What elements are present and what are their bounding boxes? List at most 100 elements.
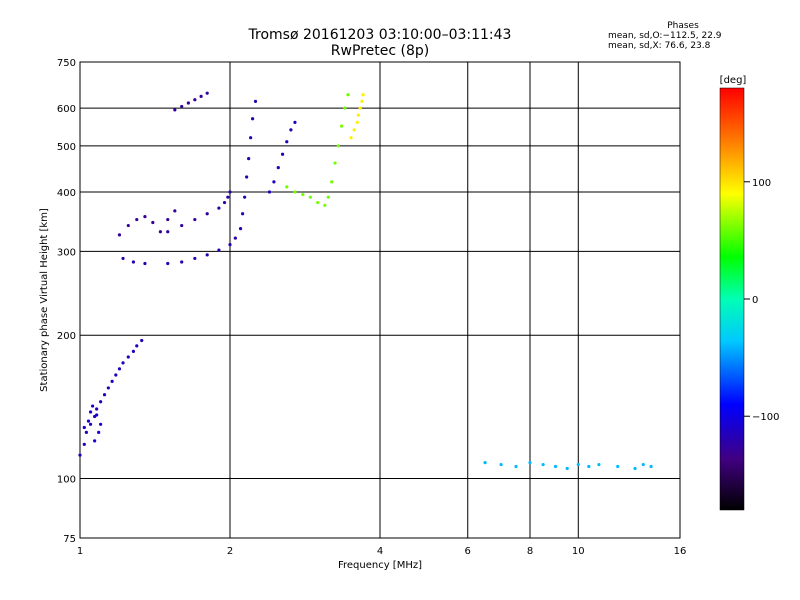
colorbar [719,87,745,511]
data-point [285,140,289,144]
x-axis-ticks: 1 2 4 6 8 10 16 [77,546,687,557]
x-tick-label: 1 [77,546,83,557]
y-tick-label: 600 [57,104,76,115]
data-point [280,152,285,156]
data-point [499,462,503,467]
data-point [289,128,293,132]
data-point [272,180,276,184]
data-point [217,206,221,210]
data-point [95,413,99,417]
data-point [247,157,251,161]
data-point [238,227,243,231]
data-point [135,344,139,348]
y-tick-label: 500 [57,142,76,153]
data-point [330,180,334,184]
data-point [226,195,230,199]
data-point [333,161,337,165]
data-point [193,217,197,222]
data-point [293,190,297,194]
data-point [166,261,170,266]
chart-title: Tromsø 20161203 03:10:00–03:11:43 RwPret… [230,27,530,59]
data-point [633,466,637,471]
data-point [616,464,620,469]
x-tick-label: 10 [572,546,585,557]
data-point [241,212,245,216]
data-point [88,410,93,414]
data-point [117,367,122,371]
data-point [346,93,350,97]
colorbar-ticks: 100 0 −100 [744,178,779,423]
data-point [143,261,147,266]
x-tick-label: 16 [674,546,687,557]
data-point [173,108,177,112]
data-point [356,113,360,117]
data-point [91,404,95,408]
title-line-2: RwPretec (8p) [330,43,430,59]
data-point [114,373,118,377]
data-point [217,248,221,252]
x-axis-label: Frequency [MHz] [338,560,422,571]
data-point [193,98,197,102]
data-point [121,256,125,261]
y-tick-label: 100 [57,475,76,486]
data-point [293,120,297,124]
data-point [565,466,569,471]
grid [80,62,680,538]
data-point [199,94,203,99]
data-point [86,419,91,423]
data-point [180,104,184,109]
data-point [361,93,365,97]
y-tick-label: 750 [57,58,76,69]
data-point [180,223,184,228]
data-point [140,338,144,343]
data-point [131,349,136,353]
data-point [88,422,93,426]
data-point [316,200,320,205]
data-point [121,361,125,365]
data-point [355,120,359,124]
data-point [110,379,114,383]
data-point [186,101,190,105]
data-point [205,91,209,95]
data-point [358,106,362,110]
data-point [205,212,209,216]
title-line-1: Tromsø 20161203 03:10:00–03:11:43 [248,27,512,43]
data-point [243,195,247,199]
data-point [323,203,327,207]
phases-summary: Phases mean, sd,O:−112.5, 22.9 mean, sd,… [608,21,758,51]
data-point [245,175,249,179]
x-tick-label: 4 [377,546,383,557]
y-tick-label: 400 [57,188,76,199]
data-point [135,217,139,222]
y-tick-label: 200 [57,331,76,342]
data-point [173,209,177,213]
data-point [349,136,353,140]
data-point [106,386,110,390]
data-point [267,190,272,194]
data-point [301,192,305,197]
data-point [180,260,184,264]
data-point [483,461,487,465]
data-point [99,400,103,404]
x-tick-label: 2 [227,546,233,557]
data-point [97,430,101,434]
data-point [193,256,197,261]
data-point [95,407,99,411]
data-point [326,195,330,199]
data-point [126,223,130,228]
data-point [158,230,163,234]
data-point [151,220,155,225]
data-point [336,144,340,148]
colorbar-unit: [deg] [720,75,747,86]
data-point [528,461,532,465]
data-point [597,462,601,467]
data-point [233,236,237,240]
data-point [587,464,591,469]
x-tick-label: 6 [465,546,471,557]
data-point [131,260,136,264]
data-point [93,439,97,443]
y-axis-label: Stationary phase Virtual Height [km] [39,208,50,392]
phases-line-x: mean, sd,X: 76.6, 23.8 [608,41,711,51]
data-point [102,393,107,397]
data-point [166,217,170,222]
